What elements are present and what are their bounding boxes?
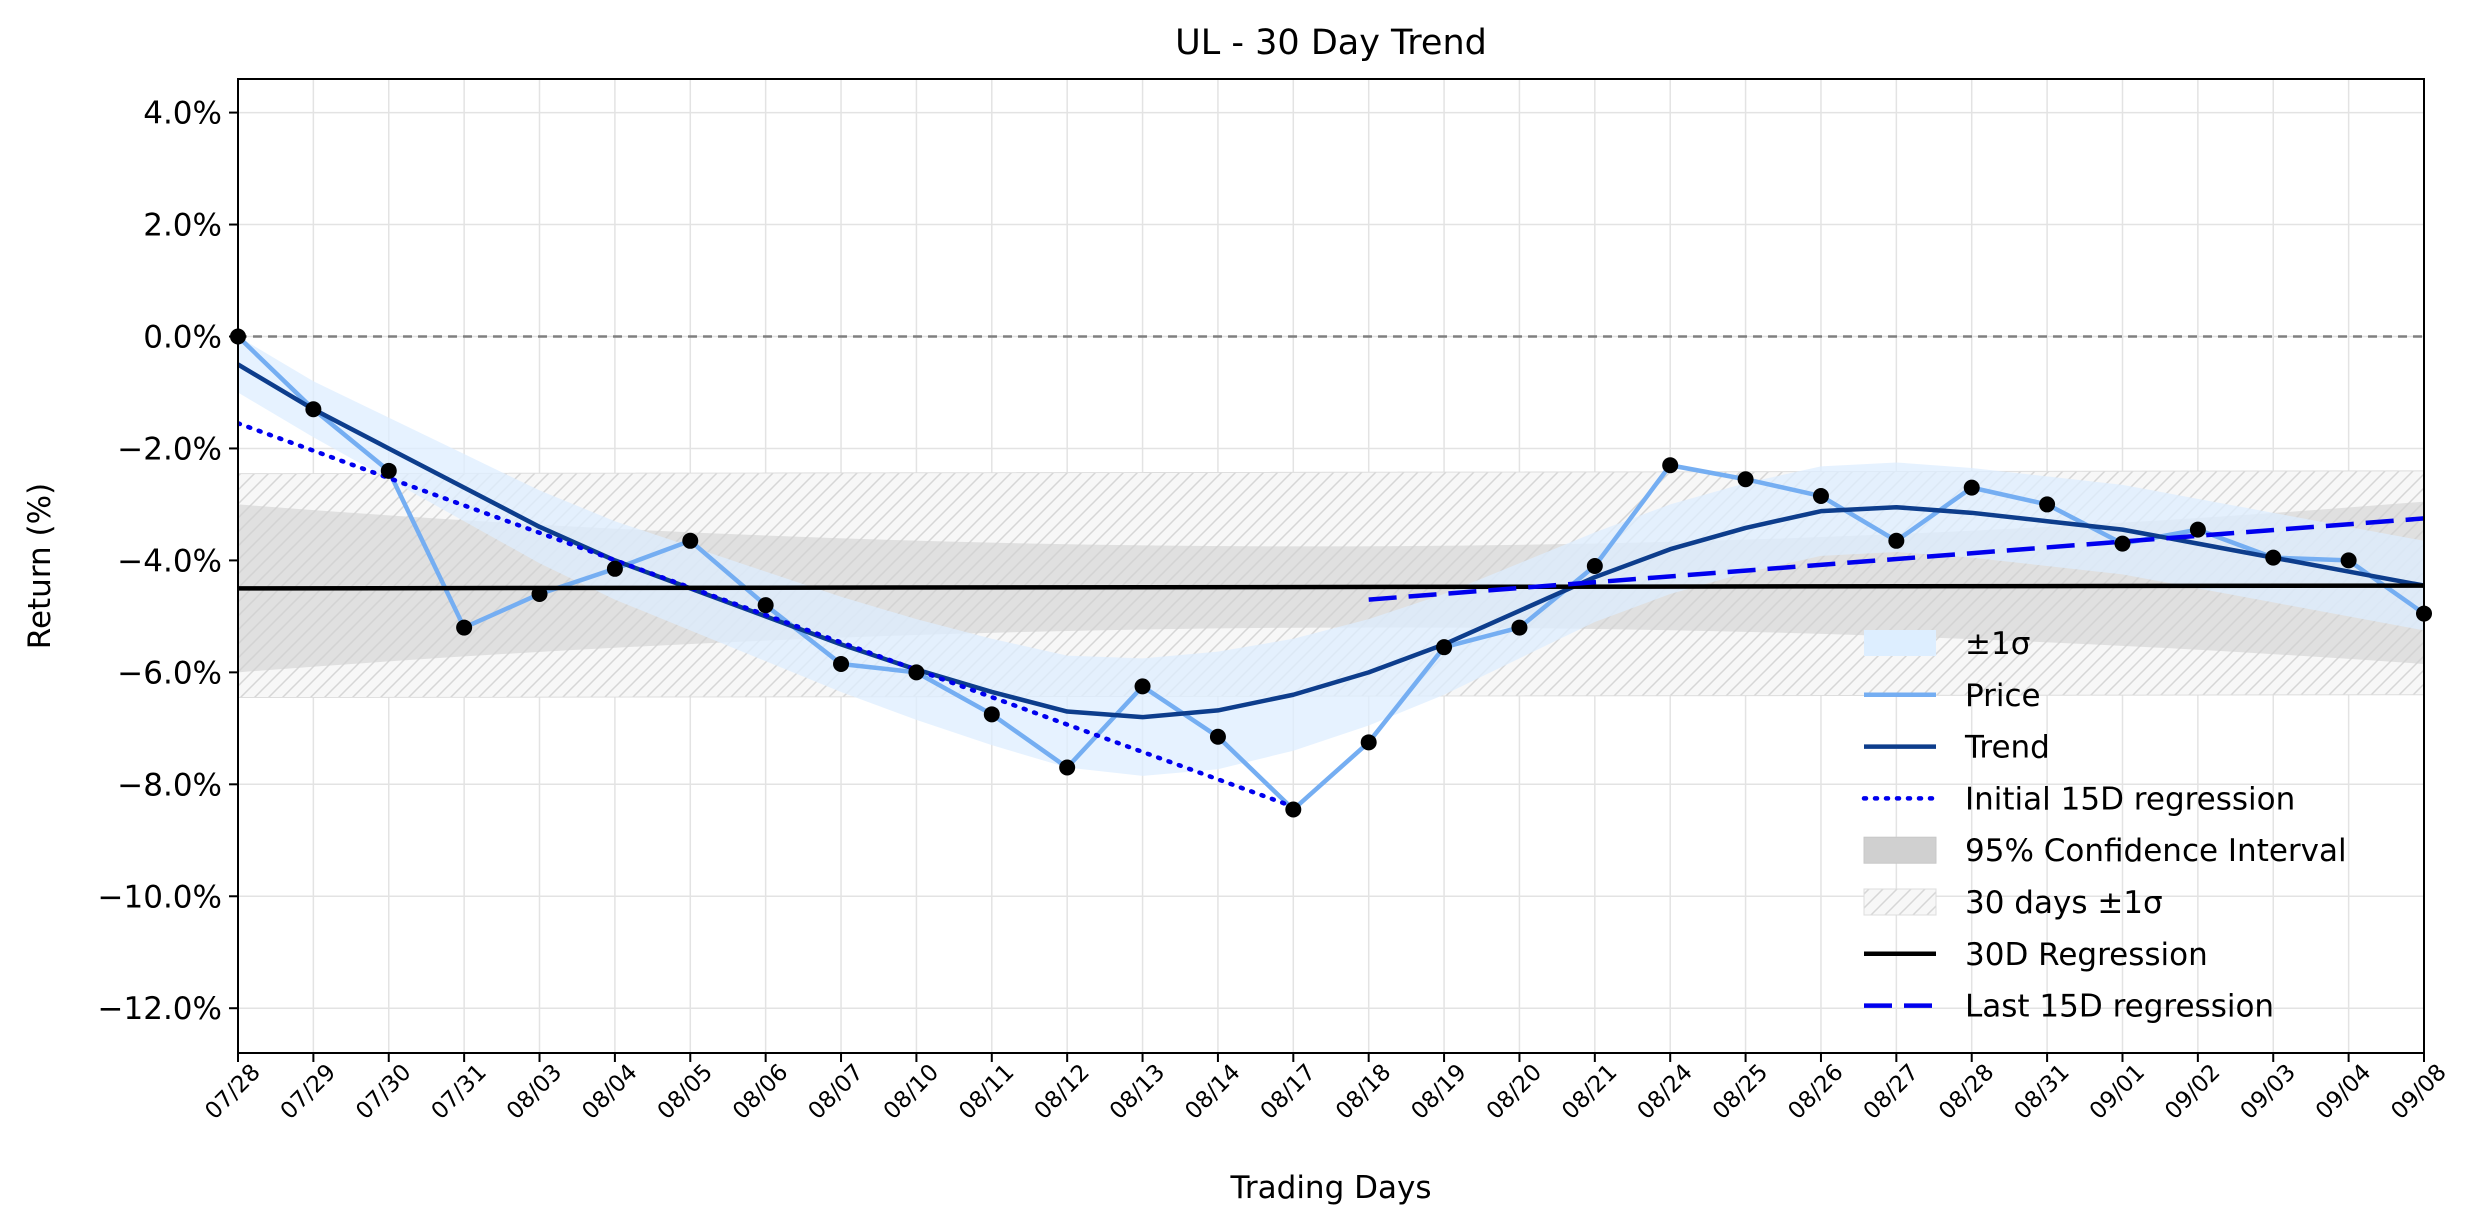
price-point bbox=[1134, 678, 1151, 695]
legend-swatch-95-confidence-interval bbox=[1863, 836, 1937, 864]
price-point bbox=[1285, 801, 1302, 818]
price-point bbox=[2189, 521, 2206, 538]
price-point bbox=[2039, 496, 2056, 513]
plot-frame bbox=[237, 78, 2425, 1054]
price-point bbox=[1662, 457, 1679, 474]
y-tick-label: −12.0% bbox=[98, 991, 222, 1027]
legend-label-30-days-1-: 30 days ±1σ bbox=[1965, 885, 2163, 921]
price-point bbox=[456, 619, 473, 636]
price-point bbox=[1737, 471, 1754, 488]
series-30d-regression-line bbox=[238, 583, 2424, 591]
price-point bbox=[1888, 532, 1905, 549]
price-point bbox=[757, 597, 774, 614]
y-tick-label: −4.0% bbox=[117, 543, 222, 579]
price-point bbox=[2265, 549, 2282, 566]
price-point bbox=[908, 664, 925, 681]
legend-swatch--1- bbox=[1864, 630, 1936, 656]
price-points bbox=[230, 328, 2432, 818]
band-sigma bbox=[238, 336, 2424, 776]
price-point bbox=[1059, 759, 1076, 776]
legend-label-initial-15d-regression: Initial 15D regression bbox=[1965, 781, 2295, 817]
price-point bbox=[1963, 479, 1980, 496]
legend-swatch-30-days-1- bbox=[1863, 888, 1937, 916]
legend-label--1-: ±1σ bbox=[1965, 626, 2030, 662]
price-point bbox=[1511, 619, 1528, 636]
legend-label-price: Price bbox=[1965, 678, 2041, 714]
price-point bbox=[606, 560, 623, 577]
series-initial-15d-regression-line bbox=[238, 421, 1296, 809]
y-tick-label: 2.0% bbox=[143, 208, 222, 244]
series-price-line bbox=[238, 334, 2424, 812]
legend-label-30d-regression: 30D Regression bbox=[1965, 937, 2208, 973]
price-point bbox=[682, 532, 699, 549]
price-point bbox=[1436, 639, 1453, 656]
price-point bbox=[1586, 558, 1603, 574]
legend-label-trend: Trend bbox=[1964, 730, 2050, 766]
y-tick-label: 4.0% bbox=[143, 96, 222, 132]
y-tick-label: 0.0% bbox=[143, 319, 222, 355]
price-point bbox=[1209, 728, 1226, 745]
y-tick-label: −2.0% bbox=[117, 431, 222, 467]
price-point bbox=[380, 462, 397, 479]
price-point bbox=[1812, 488, 1829, 505]
price-point bbox=[1360, 734, 1377, 751]
y-tick-label: −10.0% bbox=[98, 879, 222, 915]
price-point bbox=[983, 706, 1000, 723]
y-axis-label: Return (%) bbox=[22, 483, 58, 649]
legend: ±1σ Price Trend Initial 15D regression 95% C… bbox=[1861, 626, 2347, 1025]
y-tick-label: −6.0% bbox=[117, 655, 222, 691]
legend-label-last-15d-regression: Last 15D regression bbox=[1965, 989, 2274, 1025]
y-tick-label: −8.0% bbox=[117, 767, 222, 803]
price-point bbox=[305, 401, 322, 418]
price-point bbox=[2114, 535, 2131, 552]
series-lines bbox=[238, 334, 2424, 812]
legend-label-95-confidence-interval: 95% Confidence Interval bbox=[1965, 833, 2347, 869]
price-point bbox=[531, 585, 548, 602]
price-point bbox=[2340, 552, 2357, 569]
chart-title: UL - 30 Day Trend bbox=[1175, 23, 1487, 63]
x-axis-label: Trading Days bbox=[1230, 1170, 1432, 1206]
price-point bbox=[833, 655, 850, 672]
series-last-15d-regression-line bbox=[1368, 516, 2424, 602]
